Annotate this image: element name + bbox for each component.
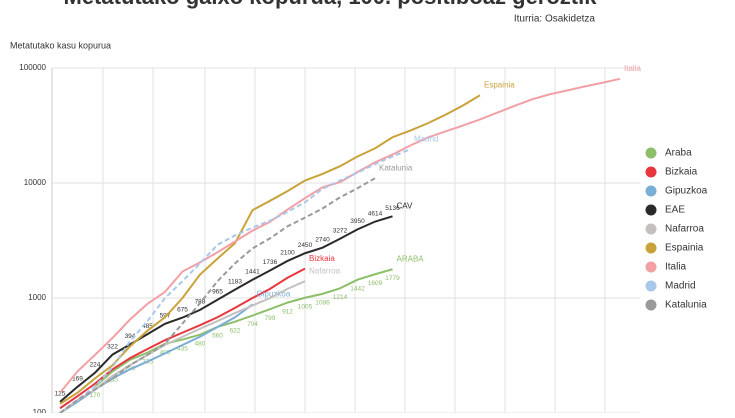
data-label: 2450 — [298, 242, 313, 249]
series-line — [59, 77, 621, 394]
series-tag: Gipuzkoa — [257, 289, 291, 298]
legend-marker — [645, 280, 657, 292]
legend-marker — [645, 204, 657, 216]
series-line — [94, 268, 393, 388]
y-axis-label: Metatutako kasu kopurua — [10, 40, 111, 50]
legend-marker — [645, 185, 657, 197]
chart-subtitle: Iturria: Osakidetza — [514, 14, 596, 25]
legend-label: Araba — [665, 148, 692, 159]
data-label: 704 — [247, 321, 258, 328]
legend-label: Bizkaia — [665, 167, 698, 178]
data-label: 1005 — [298, 303, 313, 310]
legend-label: Nafarroa — [665, 224, 704, 235]
data-label: 1441 — [245, 268, 260, 275]
series-tag: Katalunia — [379, 163, 413, 172]
data-label: 394 — [125, 333, 136, 340]
series-line — [59, 177, 376, 414]
data-label: 1609 — [368, 280, 383, 287]
data-label: 3272 — [333, 228, 348, 235]
data-label: 224 — [90, 361, 101, 368]
chart-title: Metatutako gaixo kopurua, 100. positiboa… — [64, 0, 598, 9]
legend-marker — [645, 147, 657, 159]
legend-label: Madrid — [665, 281, 696, 292]
data-label: 485 — [142, 323, 153, 330]
data-label: 1779 — [385, 275, 400, 282]
data-label: 480 — [195, 340, 206, 347]
y-tick-label: 10000 — [24, 178, 47, 187]
data-label: 322 — [107, 343, 118, 350]
data-label: 2100 — [280, 250, 295, 257]
x-grid — [102, 68, 606, 413]
series-line — [59, 148, 411, 414]
series-line — [59, 267, 306, 410]
legend-label: Espainia — [665, 243, 704, 254]
data-label: 675 — [177, 306, 188, 313]
data-label: 560 — [212, 333, 223, 340]
data-label: 1736 — [263, 259, 278, 266]
data-label: 912 — [282, 308, 293, 315]
series-tag: Nafarroa — [309, 266, 341, 275]
data-label: 1214 — [333, 294, 348, 301]
series-line — [59, 215, 393, 403]
series-tag: Italia — [624, 64, 641, 73]
data-label: 5136 — [385, 205, 400, 212]
series-tag: CAV — [397, 201, 414, 210]
data-label: 1086 — [315, 300, 330, 307]
legend-marker — [645, 223, 657, 235]
legend-marker — [645, 299, 657, 311]
data-label: 3950 — [350, 218, 365, 225]
data-label: 4614 — [368, 210, 383, 217]
legend-label: Italia — [665, 262, 687, 273]
series-line — [59, 94, 481, 405]
data-label: 125 — [55, 391, 66, 398]
data-label: 230 — [107, 377, 118, 384]
legend-label: Gipuzkoa — [665, 186, 708, 197]
data-label: 2740 — [315, 236, 330, 243]
y-tick-label: 100 — [33, 408, 47, 413]
series-tag: Madrid — [414, 134, 438, 143]
data-label: 170 — [90, 392, 101, 399]
y-tick-label: 100000 — [19, 63, 46, 72]
series-tag: Bizkaia — [309, 254, 335, 263]
data-label: 169 — [72, 376, 83, 383]
legend-marker — [645, 166, 657, 178]
data-label: 1183 — [228, 278, 242, 285]
legend-marker — [645, 242, 657, 254]
data-label: 622 — [230, 327, 241, 334]
series-tag: ARABA — [397, 254, 425, 263]
data-label: 799 — [265, 315, 276, 322]
data-label: 1442 — [350, 285, 365, 292]
y-tick-label: 1000 — [28, 293, 46, 302]
legend-marker — [645, 261, 657, 273]
legend-label: EAE — [665, 205, 685, 216]
data-label: 965 — [212, 288, 223, 295]
series-tag: Espainia — [484, 80, 515, 89]
data-label: 435 — [177, 345, 188, 352]
legend-label: Katalunia — [665, 300, 707, 311]
